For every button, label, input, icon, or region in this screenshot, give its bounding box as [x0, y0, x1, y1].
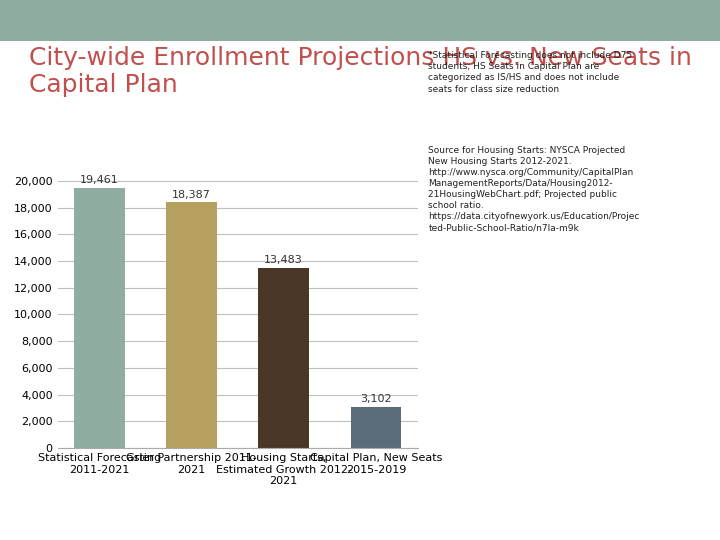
Bar	[166, 202, 217, 448]
Bar	[351, 407, 401, 448]
Bar	[74, 188, 125, 448]
Text: Source for Housing Starts: NYSCA Projected
New Housing Starts 2012-2021.
http://: Source for Housing Starts: NYSCA Project…	[428, 146, 640, 233]
Bar	[258, 268, 309, 448]
Text: 3,102: 3,102	[360, 394, 392, 404]
Text: 18,387: 18,387	[172, 190, 211, 200]
Text: City-wide Enrollment Projections HS vs. New Seats in
Capital Plan: City-wide Enrollment Projections HS vs. …	[29, 46, 692, 97]
Text: 13,483: 13,483	[264, 255, 303, 265]
Text: *Statistical Forecasting does not include D75
students; HS Seats in Capital Plan: *Statistical Forecasting does not includ…	[428, 51, 633, 93]
Text: 19,461: 19,461	[80, 176, 119, 185]
